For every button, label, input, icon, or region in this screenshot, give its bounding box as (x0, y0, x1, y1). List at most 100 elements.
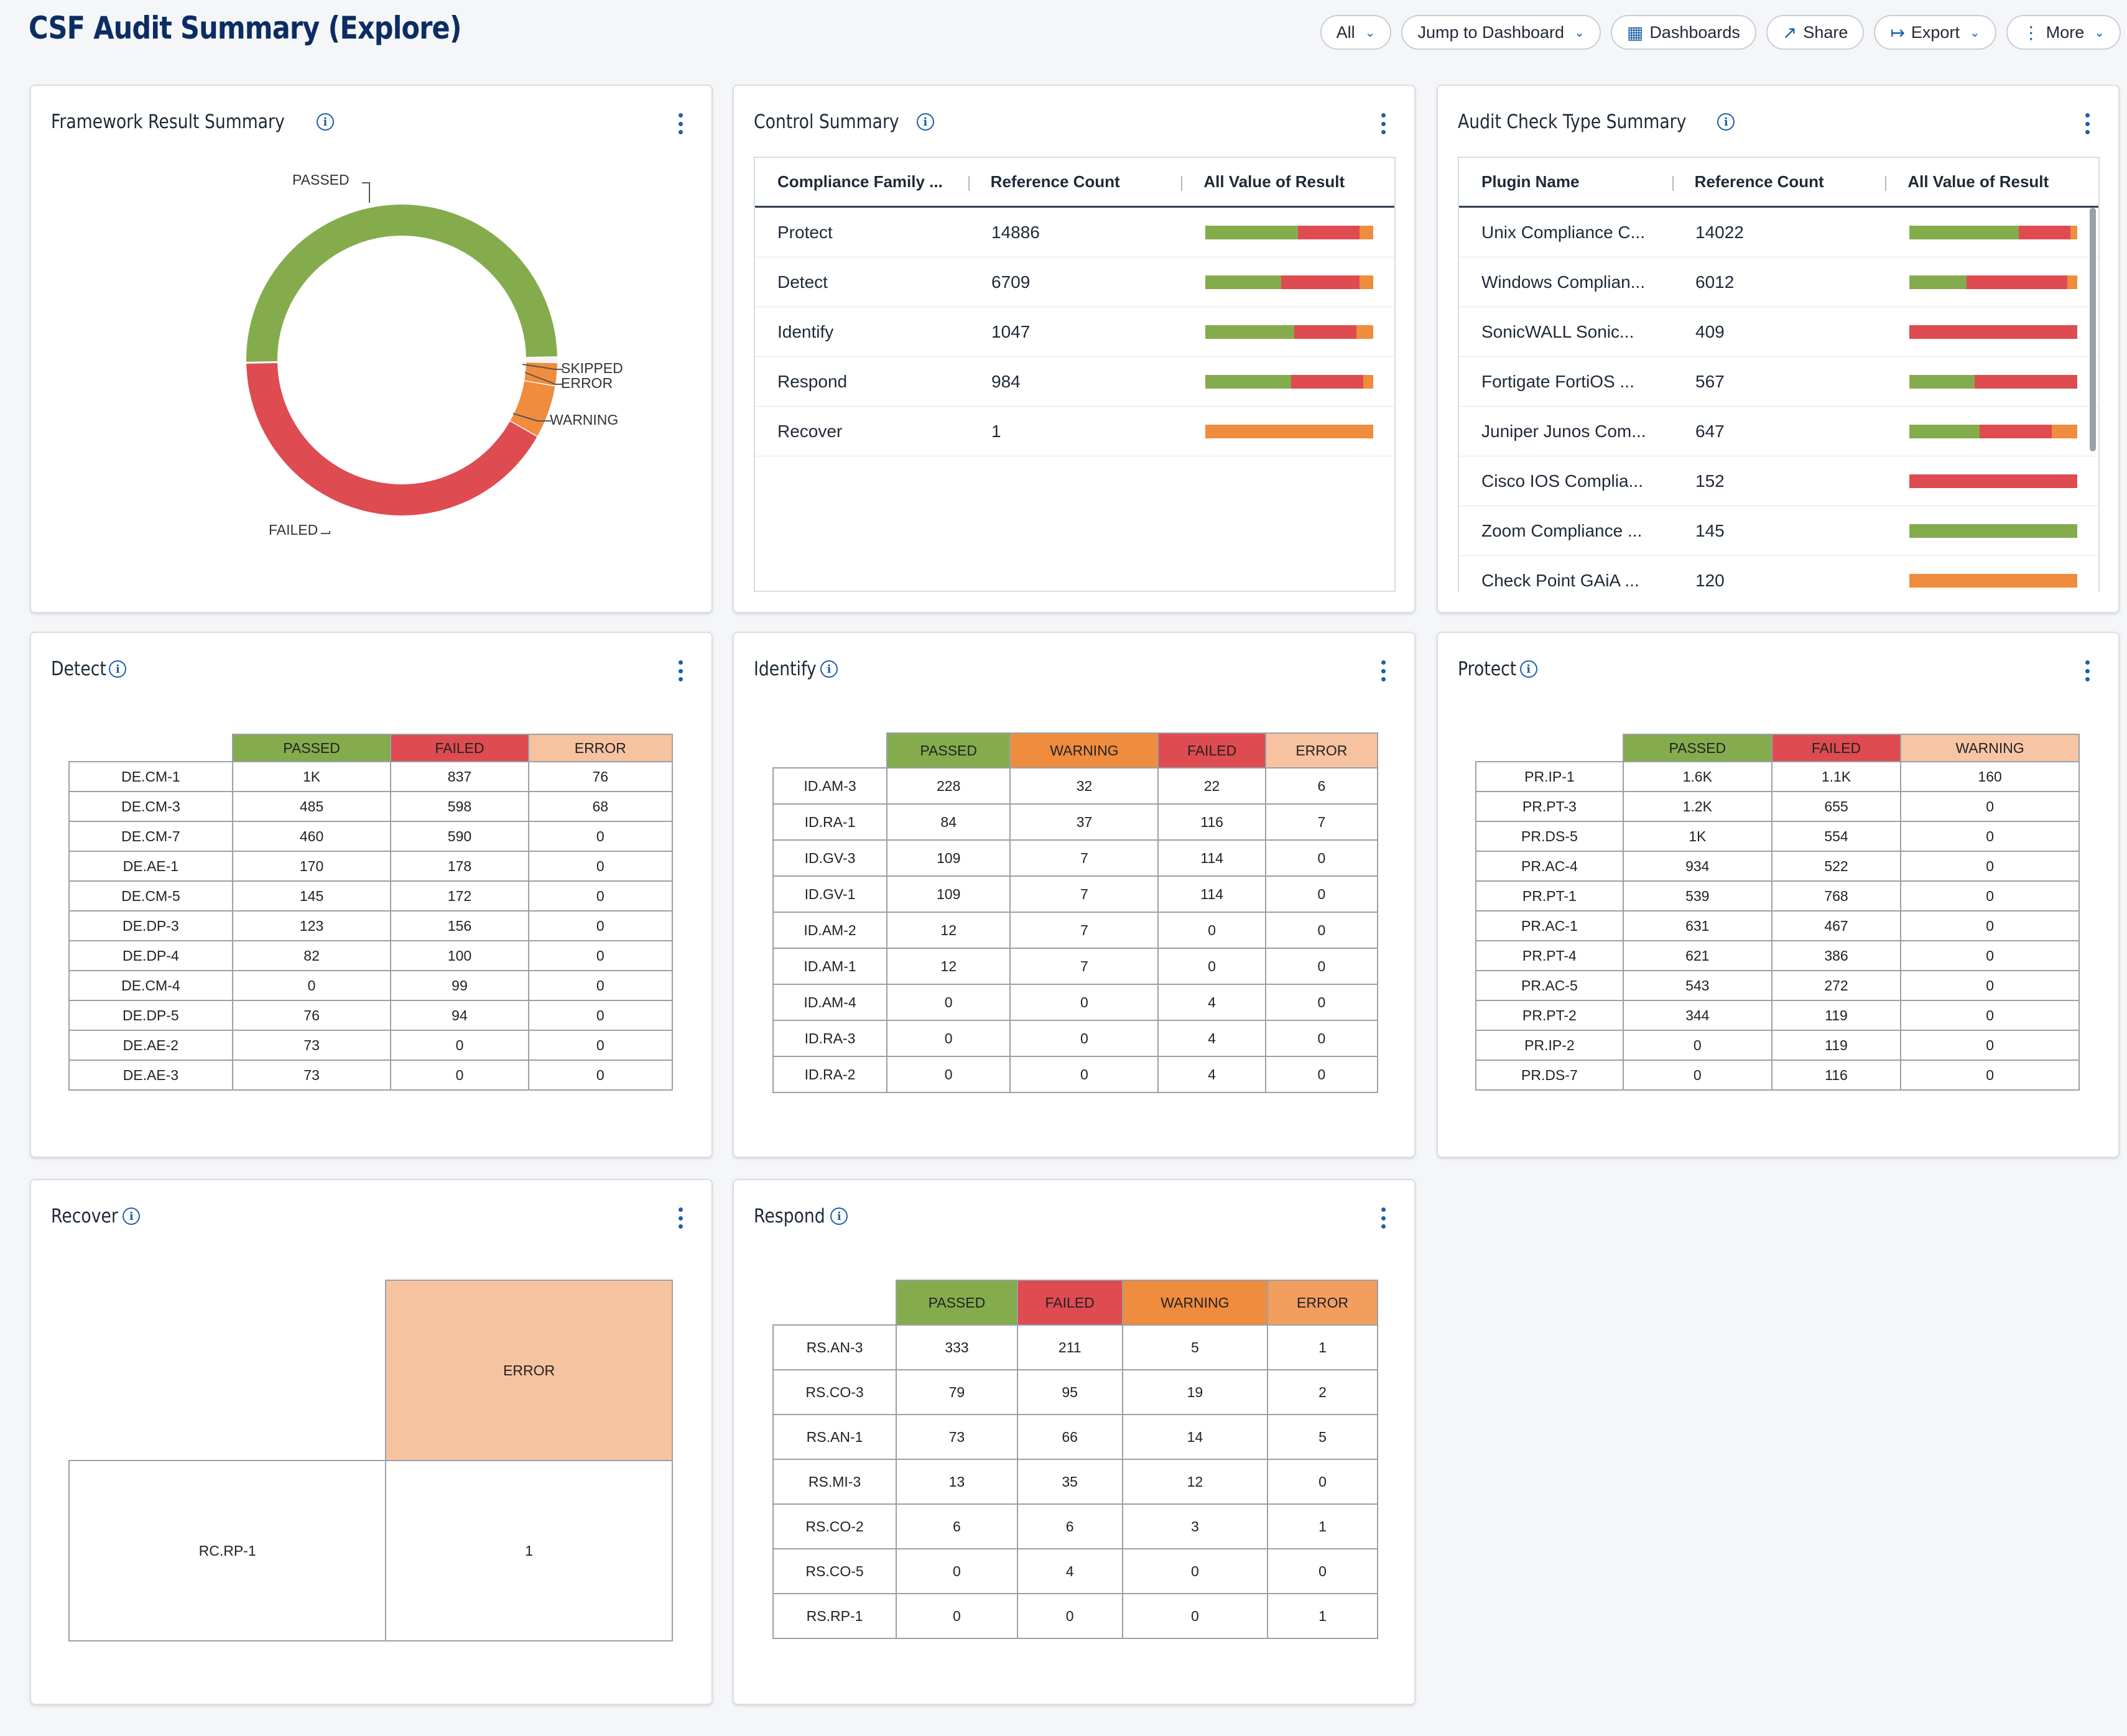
row-label[interactable]: PR.IP-1 (1475, 761, 1624, 792)
cell-value[interactable]: 145 (231, 880, 392, 912)
cell-value[interactable]: 0 (1900, 851, 2080, 882)
table-row[interactable]: Fortigate FortiOS ... 567 (1459, 357, 2098, 407)
cell-value[interactable]: 0 (896, 1548, 1018, 1594)
table-row[interactable]: PR.DS-7 0 116 0 (1475, 1060, 2080, 1091)
cell-value[interactable]: 0 (1900, 970, 2080, 1001)
cell-value[interactable]: 68 (527, 791, 674, 822)
row-label[interactable]: ID.AM-3 (772, 767, 887, 805)
table-row[interactable]: Check Point GAiA ... 120 (1459, 556, 2098, 592)
cell-value[interactable]: 0 (1121, 1548, 1269, 1594)
row-label[interactable]: RS.AN-1 (772, 1414, 897, 1460)
table-row[interactable]: RS.CO-3 79 95 19 2 (772, 1369, 1378, 1415)
column-header[interactable]: Plugin Name (1481, 172, 1580, 191)
bar-segment-passed[interactable] (1205, 374, 1291, 389)
table-row[interactable]: PR.AC-4 934 522 0 (1475, 851, 2080, 882)
cell-value[interactable]: 4 (1016, 1548, 1123, 1594)
column-header[interactable]: Compliance Family ... (777, 172, 943, 191)
cell-value[interactable]: 211 (1016, 1324, 1123, 1370)
cell-value[interactable]: 0 (1157, 912, 1266, 949)
bar-segment-failed[interactable] (1909, 474, 2077, 488)
table-row[interactable]: DE.DP-5 76 94 0 (68, 1000, 674, 1031)
cell-value[interactable]: 0 (886, 1020, 1011, 1057)
info-icon[interactable]: i (820, 660, 838, 678)
column-header-warning[interactable]: WARNING (1009, 732, 1159, 769)
row-label[interactable]: ID.RA-2 (772, 1056, 887, 1093)
table-row[interactable]: ID.AM-4 0 0 4 0 (772, 984, 1379, 1021)
table-row[interactable]: PR.IP-1 1.6K 1.1K 160 (1475, 761, 2080, 792)
result-stacked-bar[interactable] (1205, 424, 1373, 438)
row-label[interactable]: DE.DP-3 (68, 910, 233, 941)
cell-value[interactable]: 19 (1121, 1369, 1269, 1415)
row-label[interactable]: PR.AC-4 (1475, 851, 1624, 882)
table-row[interactable]: RS.CO-5 0 4 0 0 (772, 1548, 1378, 1594)
cell-value[interactable]: 1 (1267, 1593, 1378, 1639)
cell-value[interactable]: 0 (1264, 1056, 1379, 1093)
card-menu-icon[interactable] (677, 1207, 684, 1229)
info-icon[interactable]: i (123, 1207, 141, 1225)
table-row[interactable]: ID.GV-1 109 7 114 0 (772, 875, 1379, 913)
result-stacked-bar[interactable] (1205, 325, 1373, 339)
row-label[interactable]: PR.PT-4 (1475, 940, 1624, 971)
info-icon[interactable]: i (1717, 113, 1735, 131)
cell-value[interactable]: 0 (1267, 1548, 1378, 1594)
bar-segment-failed[interactable] (1966, 275, 2067, 289)
table-row[interactable]: PR.PT-1 539 768 0 (1475, 880, 2080, 912)
cell-value[interactable]: 7 (1264, 803, 1379, 841)
share-button[interactable]: ↗ Share (1766, 15, 1865, 50)
cell-value[interactable]: 0 (1900, 821, 2080, 852)
cell-value[interactable]: 94 (390, 1000, 529, 1031)
jump-to-dashboard-button[interactable]: Jump to Dashboard ⌄ (1401, 15, 1601, 50)
column-header-passed[interactable]: PASSED (1622, 734, 1773, 762)
cell-value[interactable]: 0 (1121, 1593, 1269, 1639)
cell-value[interactable]: 344 (1622, 1000, 1773, 1031)
table-row[interactable]: DE.AE-2 73 0 0 (68, 1030, 674, 1061)
cell-value[interactable]: 35 (1016, 1459, 1123, 1505)
table-row[interactable]: Unix Compliance C... 14022 (1459, 208, 2098, 257)
card-menu-icon[interactable] (1379, 113, 1387, 134)
cell-value[interactable]: 0 (1157, 948, 1266, 985)
row-label[interactable]: PR.PT-1 (1475, 880, 1624, 912)
cell-value[interactable]: 543 (1622, 970, 1773, 1001)
cell-value[interactable]: 0 (527, 940, 674, 971)
cell-value[interactable]: 1 (1267, 1503, 1378, 1549)
column-header[interactable]: All Value of Result (1181, 172, 1394, 192)
cell-value[interactable]: 79 (896, 1369, 1018, 1415)
cell-value[interactable]: 6 (896, 1503, 1018, 1549)
table-row[interactable]: PR.DS-5 1K 554 0 (1475, 821, 2080, 852)
card-menu-icon[interactable] (677, 113, 684, 134)
cell-value[interactable]: 0 (527, 1030, 674, 1061)
cell-value[interactable]: 0 (886, 984, 1011, 1021)
cell-value[interactable]: 0 (1900, 1030, 2080, 1061)
all-filter-button[interactable]: All ⌄ (1320, 15, 1392, 50)
table-row[interactable]: RS.AN-1 73 66 14 5 (772, 1414, 1378, 1460)
cell-value[interactable]: 119 (1771, 1000, 1902, 1031)
row-label[interactable]: ID.AM-4 (772, 984, 887, 1021)
bar-segment-failed[interactable] (1281, 275, 1360, 289)
table-row[interactable]: Cisco IOS Complia... 152 (1459, 456, 2098, 506)
cell-value[interactable]: 598 (390, 791, 529, 822)
card-menu-icon[interactable] (1379, 660, 1387, 681)
cell-value[interactable]: 100 (390, 940, 529, 971)
bar-segment-passed[interactable] (1909, 374, 1975, 389)
donut-slice-error[interactable] (524, 362, 557, 387)
table-row[interactable]: Zoom Compliance ... 145 (1459, 506, 2098, 556)
table-row[interactable]: PR.IP-2 0 119 0 (1475, 1030, 2080, 1061)
table-row[interactable]: DE.CM-1 1K 837 76 (68, 761, 674, 792)
table-row[interactable]: DE.CM-7 460 590 0 (68, 821, 674, 852)
row-label[interactable]: PR.PT-2 (1475, 1000, 1624, 1031)
table-row[interactable]: SonicWALL Sonic... 409 (1459, 307, 2098, 357)
card-menu-icon[interactable] (677, 660, 684, 681)
cell-value[interactable]: 76 (527, 761, 674, 792)
cell-value[interactable]: 6 (1264, 767, 1379, 805)
table-row[interactable]: ID.RA-1 84 37 116 7 (772, 803, 1379, 841)
cell-value[interactable]: 14 (1121, 1414, 1269, 1460)
cell-value[interactable]: 228 (886, 767, 1011, 805)
table-row[interactable]: PR.AC-5 543 272 0 (1475, 970, 2080, 1001)
cell-value[interactable]: 66 (1016, 1414, 1123, 1460)
column-header-warning[interactable]: WARNING (1900, 734, 2080, 762)
cell-value[interactable]: 82 (231, 940, 392, 971)
cell-value[interactable]: 0 (231, 970, 392, 1001)
row-label[interactable]: PR.DS-7 (1475, 1060, 1624, 1091)
table-row[interactable]: DE.CM-5 145 172 0 (68, 880, 674, 912)
cell-value[interactable]: 123 (231, 910, 392, 941)
